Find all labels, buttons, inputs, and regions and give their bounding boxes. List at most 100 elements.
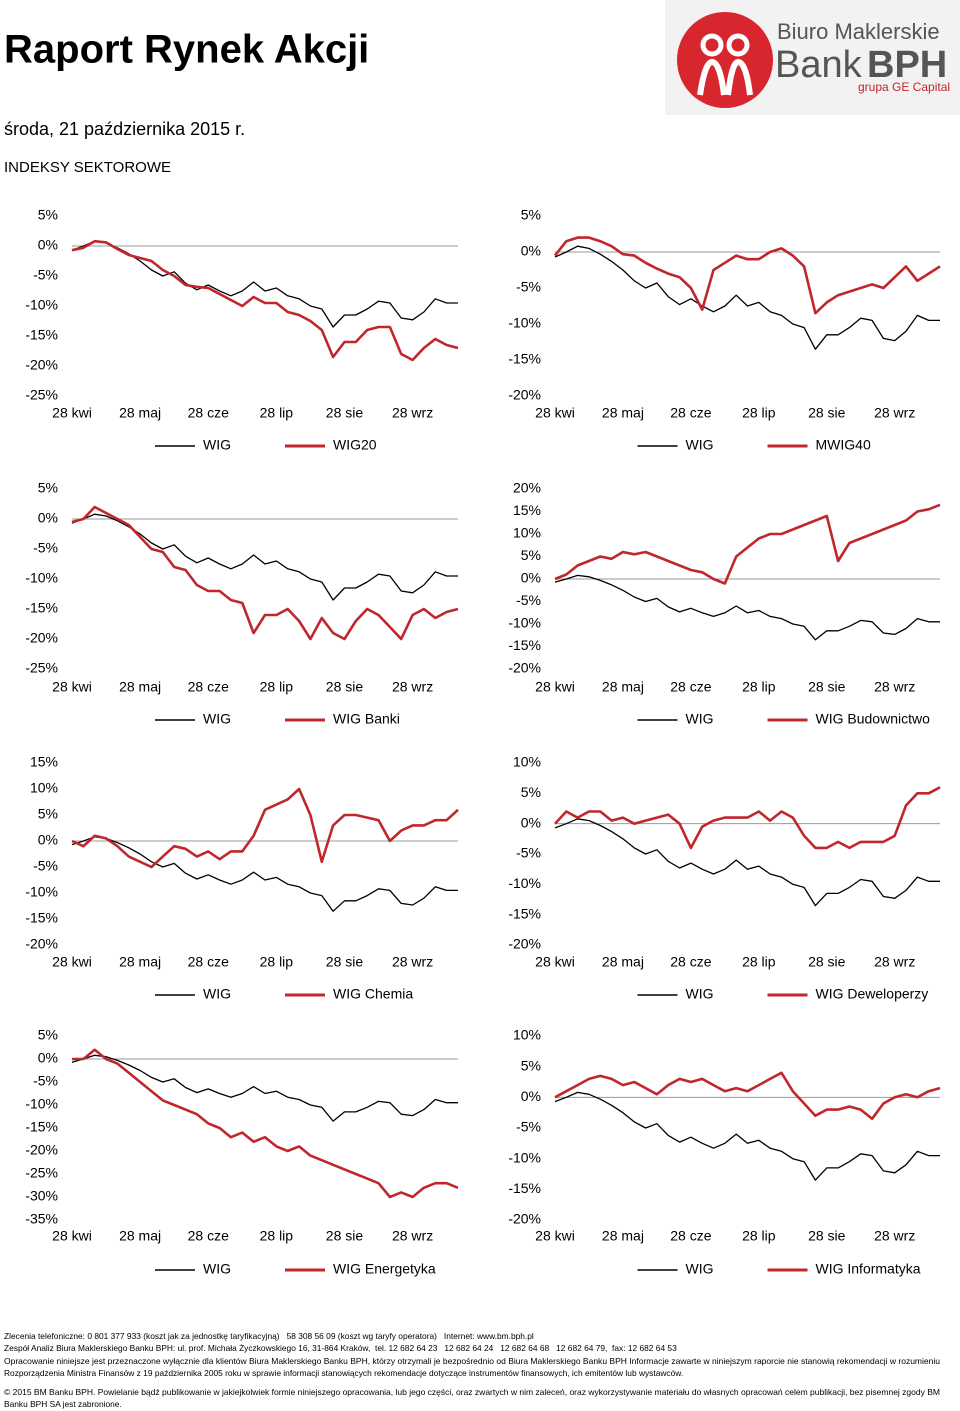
y-tick-label: -20% — [25, 936, 58, 952]
y-tick-label: 5% — [38, 207, 58, 223]
y-tick-label: -10% — [508, 315, 541, 331]
x-tick-label: 28 lip — [742, 679, 776, 695]
x-tick-label: 28 maj — [602, 679, 644, 695]
logo-figure — [726, 33, 750, 57]
y-tick-label: -5% — [33, 540, 58, 556]
y-tick-label: -20% — [508, 660, 541, 676]
series-line — [554, 818, 940, 907]
y-tick-label: -25% — [25, 660, 58, 676]
section-title: INDEKSY SEKTOROWE — [4, 159, 171, 176]
y-tick-label: 15% — [513, 502, 541, 518]
legend-label: WIG — [203, 1261, 231, 1277]
legend-label: WIG — [203, 711, 231, 727]
x-tick-label: 28 lip — [742, 1228, 776, 1244]
x-tick-label: 28 kwi — [535, 1228, 575, 1244]
legend-label: WIG — [203, 437, 231, 453]
x-tick-label: 28 kwi — [535, 954, 575, 970]
x-tick-label: 28 maj — [119, 405, 161, 421]
y-tick-label: -15% — [25, 600, 58, 616]
y-tick-label: 10% — [513, 1027, 541, 1043]
y-tick-label: 0% — [521, 1088, 541, 1104]
y-tick-label: -35% — [25, 1211, 58, 1227]
y-tick-label: -10% — [508, 615, 541, 631]
x-tick-label: 28 lip — [260, 405, 294, 421]
y-tick-label: -15% — [508, 351, 541, 367]
x-tick-label: 28 wrz — [392, 1228, 433, 1244]
x-tick-label: 28 maj — [119, 1228, 161, 1244]
y-tick-label: -15% — [508, 1180, 541, 1196]
y-tick-label: 10% — [513, 525, 541, 541]
y-tick-label: 0% — [521, 570, 541, 586]
x-tick-label: 28 sie — [808, 405, 846, 421]
series-line — [71, 787, 459, 869]
x-tick-label: 28 cze — [670, 954, 711, 970]
x-tick-label: 28 wrz — [874, 954, 915, 970]
series-line — [554, 786, 941, 850]
legend-label: WIG — [686, 1261, 714, 1277]
y-tick-label: -15% — [25, 1119, 58, 1135]
logo-text: Biuro Maklerskie — [777, 19, 940, 44]
series-line — [553, 236, 941, 315]
y-tick-label: -20% — [508, 1211, 541, 1227]
y-tick-label: -5% — [33, 1073, 58, 1089]
legend-label: WIG — [686, 437, 714, 453]
x-tick-label: 28 sie — [326, 679, 364, 695]
y-tick-label: -25% — [25, 387, 58, 403]
x-tick-label: 28 lip — [742, 405, 776, 421]
y-tick-label: 5% — [521, 1057, 541, 1073]
y-tick-label: 0% — [521, 814, 541, 830]
y-tick-label: 0% — [38, 832, 58, 848]
x-tick-label: 28 maj — [602, 954, 644, 970]
legend-label: WIG Budownictwo — [816, 711, 931, 727]
logo-text: BPH — [867, 44, 947, 86]
footer-line: Rozporządzenia Ministra Finansów z 19 pa… — [4, 1368, 683, 1378]
y-tick-label: -20% — [25, 357, 58, 373]
logo-text: Bank — [775, 44, 863, 86]
y-tick-label: -15% — [508, 637, 541, 653]
title: Raport Rynek Akcji — [4, 28, 369, 72]
x-tick-label: 28 wrz — [392, 679, 433, 695]
x-tick-label: 28 lip — [742, 954, 776, 970]
y-tick-label: 10% — [30, 780, 58, 796]
series-line — [71, 836, 458, 912]
legend-label: WIG — [203, 986, 231, 1002]
legend-label: WIG Banki — [333, 711, 400, 727]
y-tick-label: 5% — [521, 207, 541, 223]
y-tick-label: -5% — [516, 845, 541, 861]
y-tick-label: -5% — [516, 592, 541, 608]
x-tick-label: 28 cze — [670, 405, 711, 421]
logo-text: grupa GE Capital — [858, 80, 950, 94]
y-tick-label: -10% — [25, 1096, 58, 1112]
series-line — [554, 503, 941, 585]
y-tick-label: -5% — [33, 267, 58, 283]
y-tick-label: 15% — [30, 754, 58, 770]
y-tick-label: -10% — [508, 875, 541, 891]
y-tick-label: -20% — [508, 387, 541, 403]
x-tick-label: 28 sie — [326, 954, 364, 970]
y-tick-label: 0% — [38, 1050, 58, 1066]
x-tick-label: 28 cze — [670, 1228, 711, 1244]
logo-figure — [700, 33, 724, 57]
x-tick-label: 28 wrz — [874, 679, 915, 695]
x-tick-label: 28 kwi — [535, 679, 575, 695]
legend-label: WIG Informatyka — [816, 1261, 921, 1277]
x-tick-label: 28 maj — [602, 1228, 644, 1244]
y-tick-label: -10% — [25, 570, 58, 586]
y-tick-label: -15% — [25, 327, 58, 343]
series-line — [71, 505, 459, 641]
x-tick-label: 28 wrz — [392, 954, 433, 970]
legend-label: WIG20 — [333, 437, 377, 453]
y-tick-label: 5% — [38, 806, 58, 822]
y-tick-label: -20% — [25, 1142, 58, 1158]
x-tick-label: 28 cze — [188, 1228, 229, 1244]
y-tick-label: 0% — [38, 510, 58, 526]
y-tick-label: -10% — [25, 884, 58, 900]
x-tick-label: 28 lip — [260, 954, 294, 970]
x-tick-label: 28 maj — [119, 954, 161, 970]
x-tick-label: 28 sie — [808, 1228, 846, 1244]
x-tick-label: 28 sie — [808, 954, 846, 970]
series-line — [71, 1054, 458, 1122]
series-line — [554, 574, 940, 641]
